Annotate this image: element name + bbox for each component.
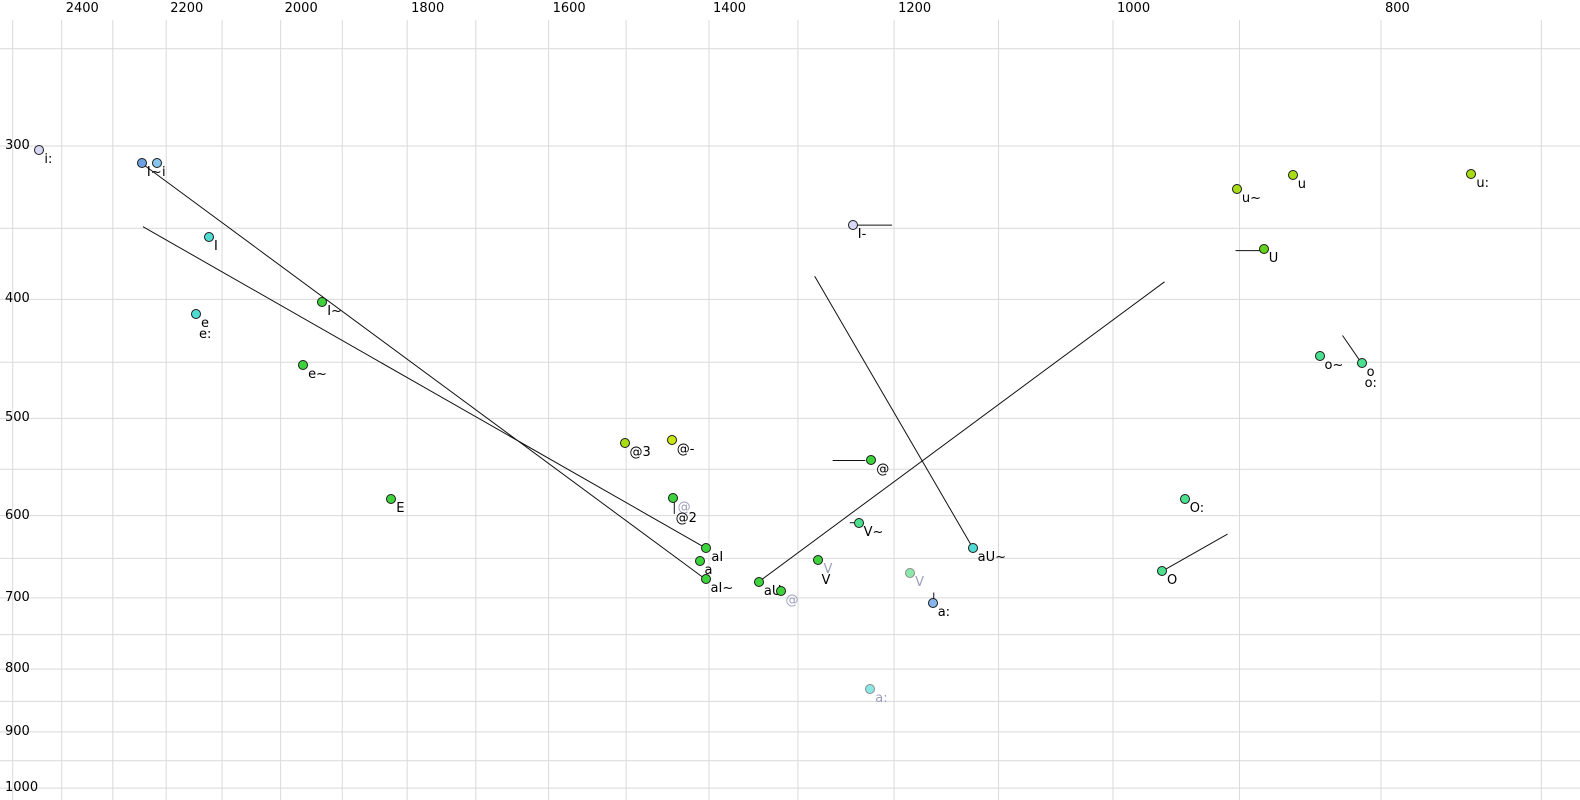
vowel-point-O: — [1179, 493, 1190, 504]
vowel-point-u: — [1466, 168, 1477, 179]
vowel-point-V — [905, 567, 916, 578]
vowel-point-I~ — [136, 158, 147, 169]
vowel-point-@ — [866, 455, 877, 466]
vowel-point-o — [1356, 358, 1367, 369]
y-tick-label-1000: 1000 — [5, 780, 39, 796]
vowel-point-V~ — [853, 517, 864, 528]
y-tick-label-400: 400 — [5, 291, 30, 307]
x-tick-label-1000: 1000 — [1117, 1, 1151, 16]
vowel-label-aI~: aI~ — [710, 581, 734, 597]
vowel-label-O: O — [1167, 573, 1178, 589]
vowel-point-i — [151, 158, 162, 169]
vowel-point-U — [1258, 244, 1269, 255]
vowel-point-@3 — [619, 438, 630, 449]
vowel-point-a — [694, 555, 705, 566]
vowel-label-@-: @- — [676, 442, 695, 458]
vowel-label-@: @ — [876, 462, 890, 478]
vowel-point-i: — [34, 144, 45, 155]
vowel-label-I: I — [213, 239, 218, 255]
trajectory-line — [1342, 335, 1361, 362]
vowel-point-u~ — [1231, 183, 1242, 194]
vowel-label-@2: @2 — [675, 510, 697, 526]
x-tick-label-800: 800 — [1384, 1, 1410, 16]
trajectory-line — [814, 276, 974, 548]
vowel-point-V — [813, 554, 824, 565]
vowel-label-V~: V~ — [863, 524, 884, 540]
vowel-point-aU — [753, 576, 764, 587]
vowel-label-I~: I~ — [327, 304, 342, 320]
x-tick-label-2200: 2200 — [170, 1, 204, 16]
vowel-label-O:: O: — [1189, 500, 1205, 516]
trajectory-line — [758, 281, 1165, 583]
vowel-point-u — [1287, 170, 1298, 181]
vowel-label-aI: aI — [711, 550, 724, 566]
y-tick-label-600: 600 — [5, 507, 30, 523]
y-tick-label-500: 500 — [5, 410, 30, 426]
vowel-label-u~: u~ — [1241, 190, 1261, 206]
vowel-label-e: e — [201, 315, 210, 331]
vowel-point-aI~ — [700, 574, 711, 585]
vowel-label-a:: a: — [937, 605, 951, 621]
vowel-label-a:: a: — [875, 691, 888, 707]
y-tick-label-300: 300 — [5, 138, 30, 153]
vowel-point-o~ — [1314, 351, 1325, 362]
vowel-label-@: @ — [785, 592, 799, 608]
vowel-point-I~ — [317, 297, 328, 308]
vowel-point-@ — [667, 492, 678, 503]
vowel-label-E: E — [396, 500, 405, 516]
vowel-point-a: — [865, 684, 876, 695]
x-tick-label-1600: 1600 — [552, 1, 586, 16]
x-tick-label-1200: 1200 — [898, 1, 932, 16]
y-tick-label-900: 900 — [5, 723, 30, 739]
vowel-point-e~ — [298, 359, 309, 370]
vowel-point-aI — [701, 543, 712, 554]
vowel-label-a: a — [704, 562, 713, 578]
vowel-label-I-: I- — [857, 227, 867, 243]
vowel-label-o~: o~ — [1324, 358, 1344, 374]
vowel-label-u:: u: — [1476, 175, 1489, 191]
y-tick-label-800: 800 — [5, 661, 30, 677]
vowel-label-V: V — [915, 574, 925, 590]
trajectory-line — [141, 163, 706, 580]
vowel-point-@ — [775, 585, 786, 596]
trajectory-line — [142, 226, 707, 549]
x-tick-label-1800: 1800 — [411, 1, 445, 16]
vowel-label-@3: @3 — [629, 445, 651, 461]
vowel-point-I — [203, 232, 214, 243]
vowel-point-O — [1157, 566, 1168, 577]
vowel-point-I- — [847, 220, 858, 231]
trajectory-line — [1163, 533, 1228, 571]
x-tick-label-2000: 2000 — [284, 1, 318, 16]
vowel-label-V: V — [821, 572, 831, 588]
vowel-point-@- — [666, 435, 677, 446]
vowel-label-I~: I~ — [146, 165, 162, 181]
x-tick-label-2400: 2400 — [65, 1, 99, 16]
vowel-label-o: o — [1366, 365, 1375, 381]
vowel-label-e:: e: — [199, 326, 212, 342]
vowel-label-o:: o: — [1364, 376, 1377, 392]
y-tick-label-700: 700 — [5, 589, 30, 605]
vowel-point-E — [386, 493, 397, 504]
x-tick-label-1400: 1400 — [712, 1, 747, 16]
vowel-point-a: — [927, 598, 938, 609]
vowel-point-e — [191, 308, 202, 319]
vowel-label-i: i — [161, 165, 166, 181]
vowel-label-e~: e~ — [308, 366, 327, 382]
vowel-point-aU~ — [967, 542, 978, 553]
vowel-label-aU~: aU~ — [977, 549, 1006, 565]
vowel-label-V: V — [823, 561, 833, 577]
vowel-label-@: @ — [677, 499, 691, 515]
vowel-label-i:: i: — [44, 151, 53, 167]
vowel-label-U: U — [1268, 251, 1279, 267]
vowel-label-u: u — [1297, 177, 1306, 193]
